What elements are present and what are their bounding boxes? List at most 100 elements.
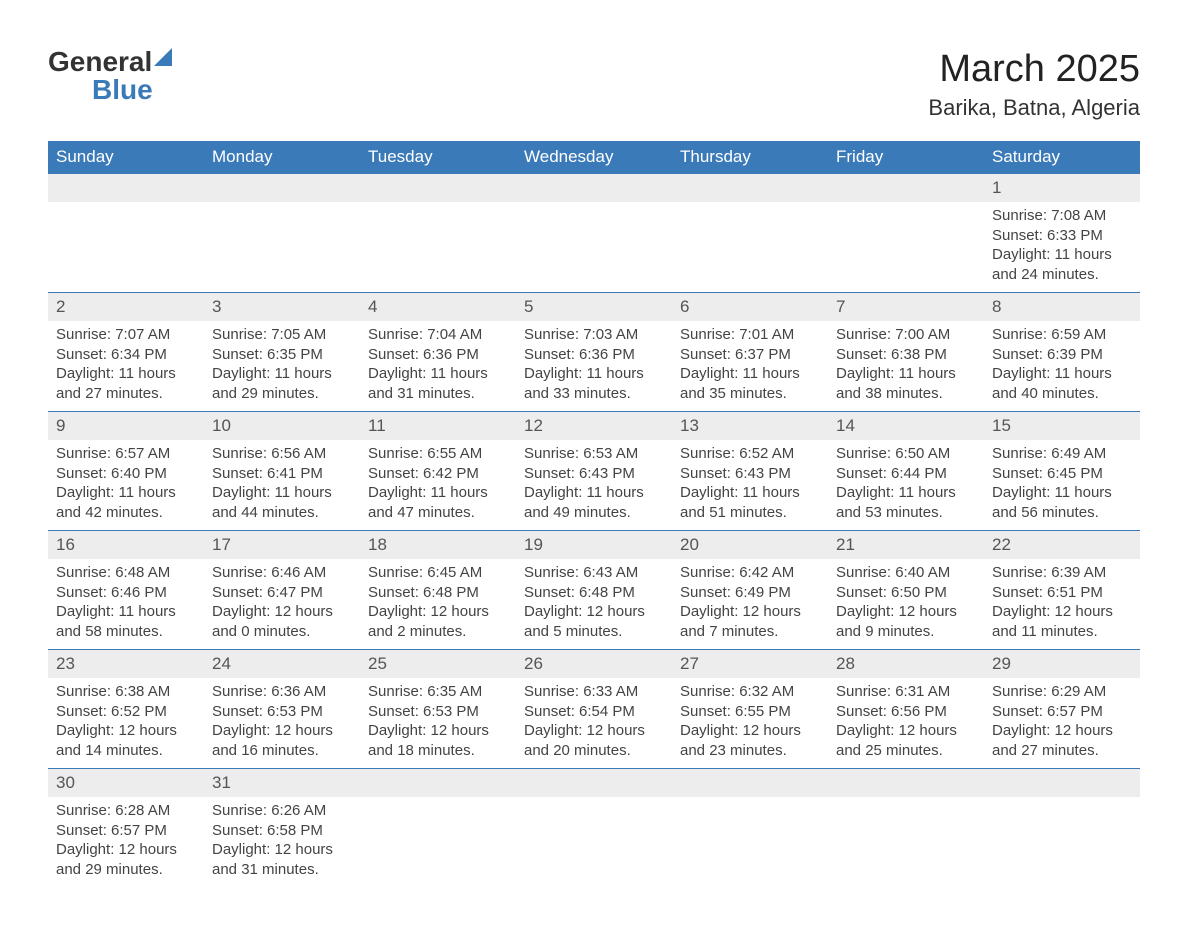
day-details-cell: [672, 797, 828, 887]
day-number: 24: [212, 654, 231, 673]
day-number-cell: 27: [672, 650, 828, 679]
day-number-cell: 18: [360, 531, 516, 560]
day-number-row: 1: [48, 174, 1140, 203]
daylight-text: Daylight: 11 hours and 56 minutes.: [992, 483, 1132, 522]
day-header: Monday: [204, 141, 360, 174]
title-block: March 2025 Barika, Batna, Algeria: [928, 48, 1140, 121]
day-number-cell: [516, 174, 672, 203]
sunset-text: Sunset: 6:48 PM: [524, 583, 664, 603]
day-details-cell: Sunrise: 7:08 AMSunset: 6:33 PMDaylight:…: [984, 202, 1140, 293]
day-number: 27: [680, 654, 699, 673]
day-number-cell: 5: [516, 293, 672, 322]
day-number: 21: [836, 535, 855, 554]
day-details-cell: [204, 202, 360, 293]
day-number-cell: [828, 174, 984, 203]
daylight-text: Daylight: 12 hours and 29 minutes.: [56, 840, 196, 879]
sunrise-text: Sunrise: 6:39 AM: [992, 563, 1132, 583]
day-number: 7: [836, 297, 845, 316]
day-number: 16: [56, 535, 75, 554]
day-header: Tuesday: [360, 141, 516, 174]
daylight-text: Daylight: 12 hours and 20 minutes.: [524, 721, 664, 760]
sunset-text: Sunset: 6:42 PM: [368, 464, 508, 484]
day-details-cell: Sunrise: 6:35 AMSunset: 6:53 PMDaylight:…: [360, 678, 516, 769]
daylight-text: Daylight: 12 hours and 0 minutes.: [212, 602, 352, 641]
day-number-cell: 29: [984, 650, 1140, 679]
daylight-text: Daylight: 11 hours and 35 minutes.: [680, 364, 820, 403]
daylight-text: Daylight: 12 hours and 16 minutes.: [212, 721, 352, 760]
logo: General Blue: [48, 48, 172, 104]
day-details-cell: [672, 202, 828, 293]
day-number-cell: 22: [984, 531, 1140, 560]
day-number-cell: 8: [984, 293, 1140, 322]
daylight-text: Daylight: 12 hours and 11 minutes.: [992, 602, 1132, 641]
daylight-text: Daylight: 12 hours and 2 minutes.: [368, 602, 508, 641]
day-number-row: 3031: [48, 769, 1140, 798]
daylight-text: Daylight: 12 hours and 27 minutes.: [992, 721, 1132, 760]
day-number-cell: [828, 769, 984, 798]
day-number: 12: [524, 416, 543, 435]
day-details-row: Sunrise: 7:08 AMSunset: 6:33 PMDaylight:…: [48, 202, 1140, 293]
daylight-text: Daylight: 11 hours and 51 minutes.: [680, 483, 820, 522]
day-number-row: 9101112131415: [48, 412, 1140, 441]
sunrise-text: Sunrise: 6:28 AM: [56, 801, 196, 821]
sunset-text: Sunset: 6:44 PM: [836, 464, 976, 484]
daylight-text: Daylight: 12 hours and 18 minutes.: [368, 721, 508, 760]
day-number-cell: 11: [360, 412, 516, 441]
sunrise-text: Sunrise: 6:53 AM: [524, 444, 664, 464]
day-number-row: 16171819202122: [48, 531, 1140, 560]
day-details-cell: Sunrise: 6:55 AMSunset: 6:42 PMDaylight:…: [360, 440, 516, 531]
day-number: 14: [836, 416, 855, 435]
sunrise-text: Sunrise: 6:26 AM: [212, 801, 352, 821]
sunrise-text: Sunrise: 6:57 AM: [56, 444, 196, 464]
day-number-cell: 4: [360, 293, 516, 322]
day-number: 1: [992, 178, 1001, 197]
sunrise-text: Sunrise: 6:31 AM: [836, 682, 976, 702]
day-number: 22: [992, 535, 1011, 554]
day-number: 2: [56, 297, 65, 316]
sunset-text: Sunset: 6:40 PM: [56, 464, 196, 484]
sunset-text: Sunset: 6:35 PM: [212, 345, 352, 365]
sunrise-text: Sunrise: 6:59 AM: [992, 325, 1132, 345]
day-number-cell: 24: [204, 650, 360, 679]
header: General Blue March 2025 Barika, Batna, A…: [48, 48, 1140, 121]
day-number-cell: 15: [984, 412, 1140, 441]
day-number-row: 2345678: [48, 293, 1140, 322]
daylight-text: Daylight: 11 hours and 24 minutes.: [992, 245, 1132, 284]
daylight-text: Daylight: 11 hours and 49 minutes.: [524, 483, 664, 522]
day-details-cell: [516, 202, 672, 293]
day-number-cell: 12: [516, 412, 672, 441]
sunset-text: Sunset: 6:39 PM: [992, 345, 1132, 365]
daylight-text: Daylight: 11 hours and 29 minutes.: [212, 364, 352, 403]
sunrise-text: Sunrise: 7:00 AM: [836, 325, 976, 345]
sunrise-text: Sunrise: 6:33 AM: [524, 682, 664, 702]
day-number-cell: [48, 174, 204, 203]
day-details-cell: [516, 797, 672, 887]
sunset-text: Sunset: 6:57 PM: [992, 702, 1132, 722]
sunrise-text: Sunrise: 6:40 AM: [836, 563, 976, 583]
sunset-text: Sunset: 6:50 PM: [836, 583, 976, 603]
sunrise-text: Sunrise: 7:04 AM: [368, 325, 508, 345]
day-number-row: 23242526272829: [48, 650, 1140, 679]
day-details-cell: Sunrise: 6:48 AMSunset: 6:46 PMDaylight:…: [48, 559, 204, 650]
daylight-text: Daylight: 11 hours and 40 minutes.: [992, 364, 1132, 403]
day-details-cell: [828, 797, 984, 887]
day-number-cell: [516, 769, 672, 798]
day-details-cell: [360, 797, 516, 887]
day-details-row: Sunrise: 6:48 AMSunset: 6:46 PM Daylight:…: [48, 559, 1140, 650]
day-number-cell: 13: [672, 412, 828, 441]
daylight-text: Daylight: 11 hours and 47 minutes.: [368, 483, 508, 522]
day-details-cell: Sunrise: 6:42 AMSunset: 6:49 PMDaylight:…: [672, 559, 828, 650]
sunset-text: Sunset: 6:48 PM: [368, 583, 508, 603]
day-number-cell: 26: [516, 650, 672, 679]
day-number: 6: [680, 297, 689, 316]
day-number-cell: [360, 769, 516, 798]
day-number-cell: 16: [48, 531, 204, 560]
day-details-cell: [828, 202, 984, 293]
sunset-text: Sunset: 6:46 PM: [56, 583, 196, 603]
day-header: Sunday: [48, 141, 204, 174]
sunrise-text: Sunrise: 6:48 AM: [56, 563, 196, 583]
daylight-text: Daylight: 12 hours and 25 minutes.: [836, 721, 976, 760]
day-number: 30: [56, 773, 75, 792]
day-details-row: Sunrise: 7:07 AMSunset: 6:34 PMDaylight:…: [48, 321, 1140, 412]
location-text: Barika, Batna, Algeria: [928, 95, 1140, 121]
